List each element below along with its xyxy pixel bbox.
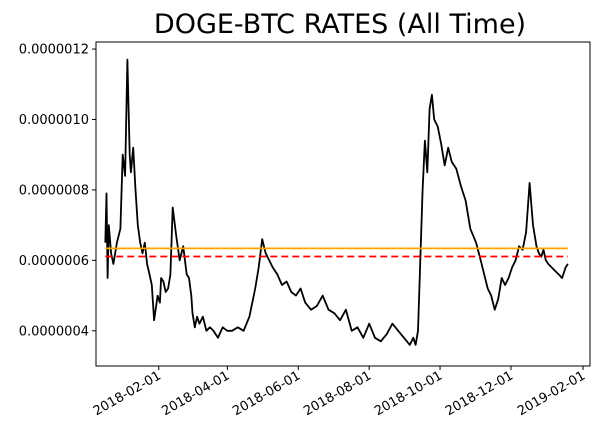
y-tick-label: 0.0000006: [19, 254, 89, 269]
price-series-line: [104, 58, 569, 346]
plot-frame: [95, 41, 591, 367]
y-tick-label: 0.0000004: [19, 324, 89, 339]
y-tick-label: 0.0000012: [19, 43, 89, 58]
plot-area: [95, 41, 591, 367]
y-axis: 0.0000004 0.0000006 0.0000008 0.0000010 0.00…: [19, 43, 96, 339]
y-tick-label: 0.0000008: [19, 183, 89, 198]
series-layer: [104, 58, 569, 346]
y-tick-label: 0.0000010: [19, 113, 89, 128]
chart-title: DOGE-BTC RATES (All Time): [154, 9, 526, 40]
